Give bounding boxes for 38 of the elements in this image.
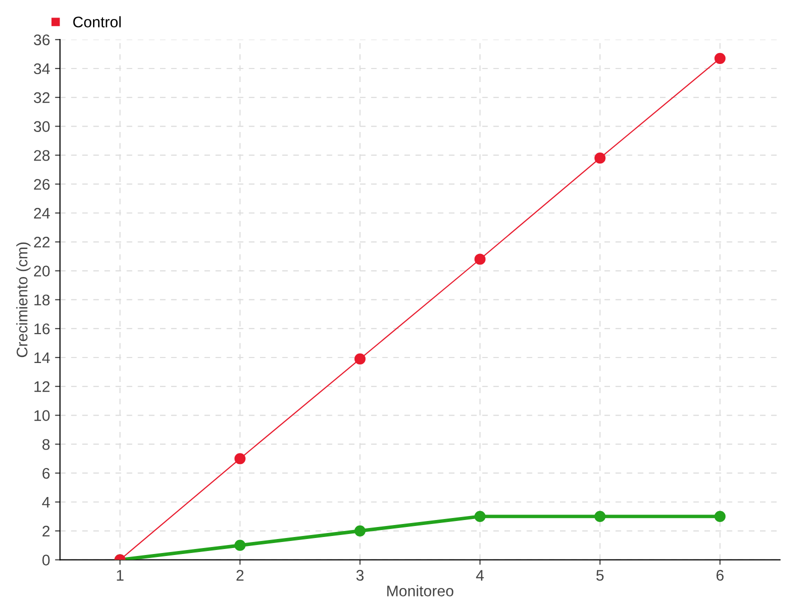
y-tick-label: 32 [34, 92, 50, 104]
y-tick-label: 34 [34, 63, 50, 74]
point [474, 254, 486, 265]
x-tick-label: 1 [116, 570, 124, 581]
y-tick-label: 8 [42, 439, 50, 450]
y-tick-label: 14 [34, 352, 50, 364]
y-tick-label: 4 [42, 497, 50, 508]
y-tick-label: 28 [34, 150, 50, 161]
point [354, 525, 366, 536]
y-tick-label: 22 [34, 236, 50, 248]
point [234, 540, 246, 551]
point [234, 453, 246, 464]
point [714, 52, 726, 64]
y-tick-label: 16 [34, 323, 50, 334]
y-tick-label: 26 [34, 178, 50, 190]
y-tick-label: 36 [34, 34, 50, 46]
y-tick-label: 10 [34, 410, 50, 421]
x-axis-title: Monitoreo [387, 585, 454, 596]
y-tick-label: 20 [34, 266, 50, 276]
y-tick-label: 12 [34, 381, 50, 392]
y-tick-label: 24 [34, 208, 50, 219]
x-tick-label: 6 [716, 570, 724, 581]
x-tick-label: 2 [236, 570, 244, 581]
y-tick-label: 6 [42, 468, 50, 479]
point [594, 152, 606, 164]
x-tick-label: 4 [476, 570, 484, 581]
x-tick-label: 3 [356, 570, 364, 581]
y-tick-label: 0 [42, 554, 50, 566]
y-tick-label: 18 [34, 294, 50, 306]
y-tick-label: 30 [34, 121, 50, 132]
point [594, 510, 606, 522]
y-axis-title: Crecimiento (cm) [16, 242, 30, 358]
legend-label: Control [73, 16, 121, 28]
point [474, 510, 486, 522]
y-tick-label: 2 [42, 526, 50, 536]
point [354, 353, 366, 364]
point [714, 510, 726, 522]
x-tick-label: 5 [596, 570, 604, 581]
